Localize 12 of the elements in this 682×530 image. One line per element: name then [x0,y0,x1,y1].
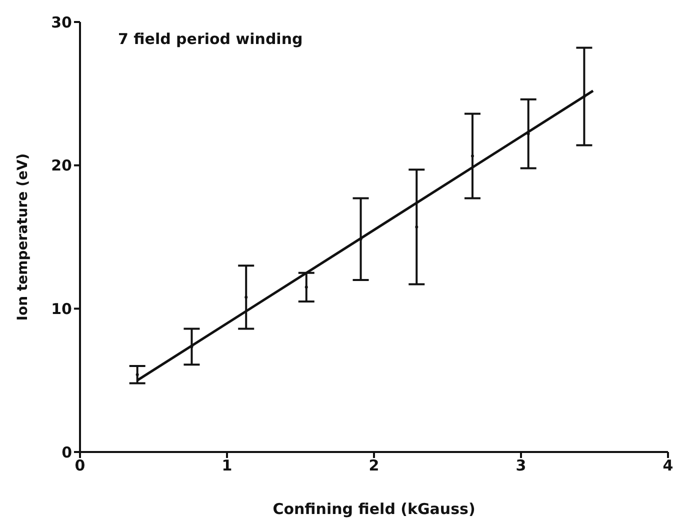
y-tick-label: 0 [62,443,72,462]
x-tick-label: 3 [516,456,526,475]
x-tick-label: 1 [222,456,232,475]
x-axis-title: Confining field (kGauss) [272,500,476,518]
x-tick-label: 2 [368,456,380,475]
y-tick-label: 20 [51,156,72,175]
y-axis-title: Ion temperature (eV) [14,153,31,321]
x-tick-label: 0 [74,456,86,475]
y-tick-label: 30 [51,13,72,32]
y-tick-label: 10 [51,300,72,318]
x-tick-label: 4 [662,456,674,475]
annotation: 7 field period winding [118,30,303,48]
